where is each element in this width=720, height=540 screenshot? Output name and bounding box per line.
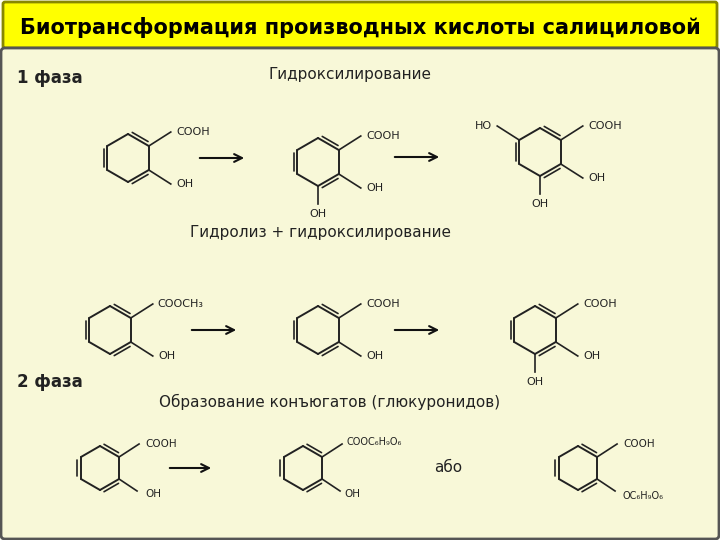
Text: COOH: COOH — [624, 439, 655, 449]
Text: HO: HO — [474, 121, 492, 131]
Text: 1 фаза: 1 фаза — [17, 69, 83, 87]
Text: COOH: COOH — [145, 439, 177, 449]
Text: COOH: COOH — [176, 127, 210, 137]
Text: COOH: COOH — [366, 299, 400, 309]
Text: COOC₆H₉O₆: COOC₆H₉O₆ — [346, 437, 402, 447]
Text: OH: OH — [526, 377, 544, 387]
Text: Биотрансформация производных кислоты салициловой: Биотрансформация производных кислоты сал… — [19, 17, 701, 37]
Text: OH: OH — [366, 183, 383, 193]
Text: OC₆H₉O₆: OC₆H₉O₆ — [623, 491, 664, 501]
FancyBboxPatch shape — [1, 48, 719, 539]
Text: або: або — [434, 461, 462, 476]
Text: OH: OH — [176, 179, 194, 189]
Text: COOCH₃: COOCH₃ — [158, 299, 204, 309]
Text: OH: OH — [145, 489, 161, 499]
Text: OH: OH — [158, 351, 176, 361]
Text: OH: OH — [344, 489, 360, 499]
Text: Гидролиз + гидроксилирование: Гидролиз + гидроксилирование — [189, 225, 451, 240]
Text: 2 фаза: 2 фаза — [17, 373, 83, 391]
Text: OH: OH — [366, 351, 383, 361]
Text: OH: OH — [583, 351, 600, 361]
FancyBboxPatch shape — [3, 2, 717, 48]
Text: Гидроксилирование: Гидроксилирование — [269, 68, 431, 83]
Text: COOH: COOH — [366, 131, 400, 141]
Text: OH: OH — [310, 209, 327, 219]
Text: OH: OH — [588, 173, 606, 183]
Text: OH: OH — [531, 199, 549, 209]
Text: COOH: COOH — [583, 299, 616, 309]
Text: COOH: COOH — [588, 121, 621, 131]
Text: Образование конъюгатов (глюкуронидов): Образование конъюгатов (глюкуронидов) — [159, 394, 500, 410]
